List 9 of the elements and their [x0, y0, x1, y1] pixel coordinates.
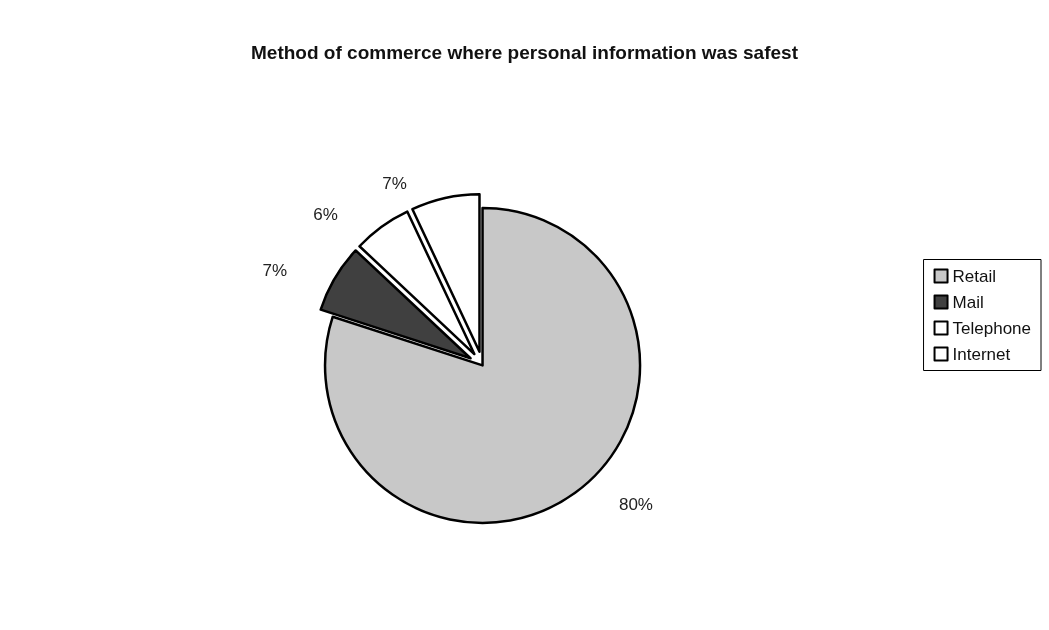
legend-label: Mail	[952, 292, 984, 312]
data-label: 6%	[313, 205, 338, 225]
data-label: 80%	[618, 495, 653, 515]
legend-label: Telephone	[952, 318, 1032, 338]
legend-label: Internet	[952, 344, 1011, 364]
data-label: 7%	[262, 260, 288, 280]
data-label: 7%	[382, 173, 407, 193]
legend-label: Retail	[952, 266, 997, 286]
chart-title: Method of commerce where personal information was safest	[251, 42, 799, 63]
